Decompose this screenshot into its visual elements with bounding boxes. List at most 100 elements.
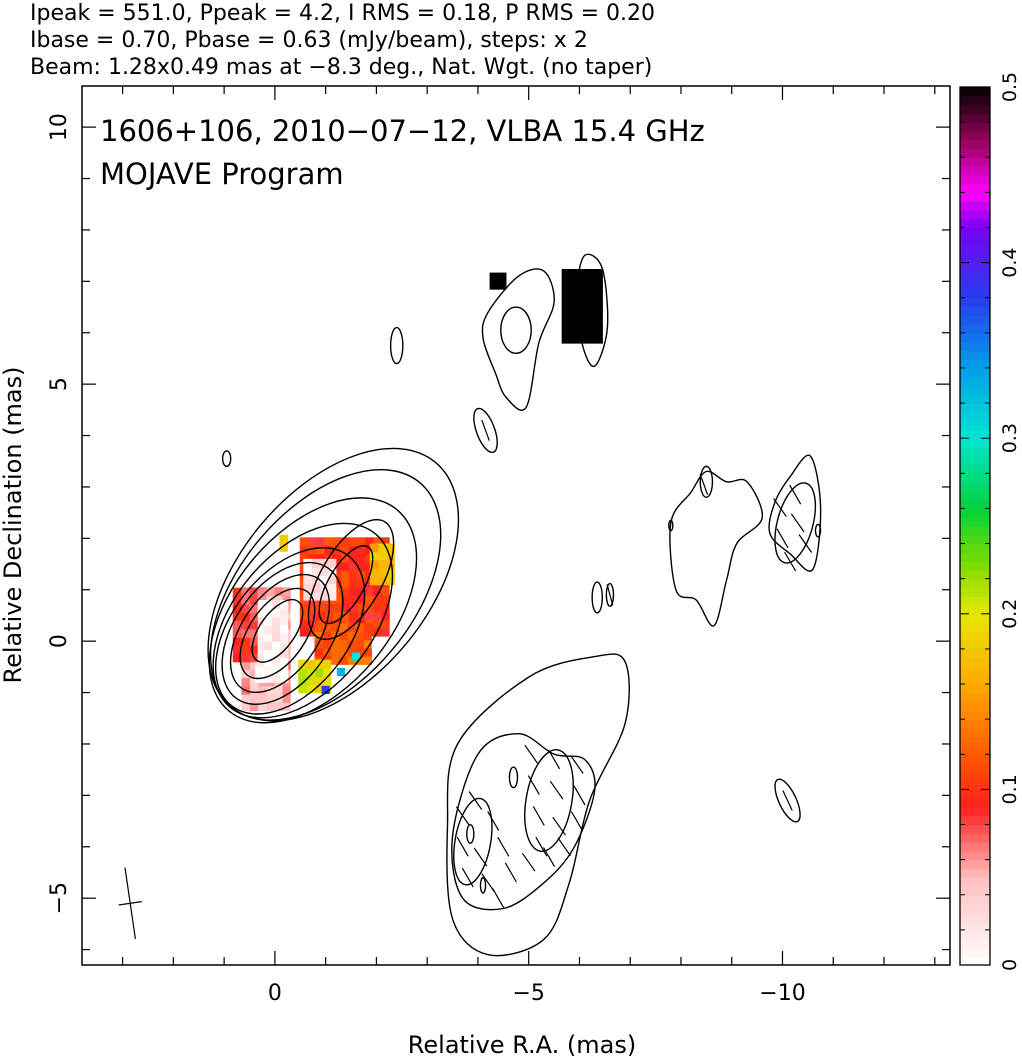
evpa-vector — [535, 836, 548, 857]
pol-pixel-jet — [330, 631, 340, 641]
pol-pixel-core — [263, 608, 272, 618]
colorbar-swatch — [960, 622, 990, 632]
pol-pixel-core — [257, 702, 267, 712]
pol-pixel-core — [282, 595, 291, 605]
pol-pixel-core — [271, 665, 281, 675]
colorbar-tick-label: 0.5 — [999, 72, 1021, 102]
pol-pixel-saturated — [577, 301, 587, 311]
pol-pixel-jet — [380, 619, 390, 629]
colorbar-swatch — [960, 508, 990, 518]
pol-pixel-jet — [348, 562, 358, 571]
colorbar-swatch — [960, 578, 990, 589]
pol-pixel-core — [255, 624, 264, 634]
pol-pixel-core — [279, 616, 289, 626]
colorbar-swatch — [960, 824, 990, 834]
pol-pixel-saturated — [561, 285, 571, 295]
colorbar-swatch — [960, 727, 990, 738]
western-small-contour — [774, 778, 801, 823]
pol-pixel-jet — [307, 545, 317, 555]
pol-pixel-core — [240, 587, 250, 597]
pol-pixel-saturated — [594, 277, 603, 287]
pol-pixel-jet — [356, 553, 366, 563]
colorbar-swatch — [960, 104, 990, 114]
colorbar — [960, 87, 990, 966]
colorbar-swatch — [960, 324, 990, 334]
pol-pixel-jet — [356, 545, 366, 555]
pol-pixel-jet — [364, 611, 374, 621]
pol-pixel-saturated — [586, 285, 595, 295]
pol-pixel-jet — [346, 647, 356, 657]
pol-pixel-jet — [355, 639, 364, 649]
colorbar-swatch — [960, 921, 990, 931]
southern-inner-left-contour — [453, 797, 493, 886]
pol-pixel-jet — [324, 545, 333, 555]
colorbar-swatch — [960, 253, 990, 264]
colorbar-swatch — [960, 201, 990, 211]
pol-pixel-saturated — [586, 310, 595, 319]
colorbar-swatch — [960, 306, 990, 316]
pol-pixel-jet — [364, 594, 374, 604]
pol-pixel-jet — [316, 603, 325, 612]
colorbar-swatch — [960, 139, 990, 150]
pol-pixel-high — [336, 667, 345, 677]
jet-knot-contour — [307, 518, 395, 641]
evpa-vector — [782, 790, 793, 811]
colorbar-swatch — [960, 271, 990, 281]
colorbar-swatch — [960, 166, 990, 176]
colorbar-swatch — [960, 719, 990, 729]
colorbar-swatch — [960, 209, 990, 220]
colorbar-tick-label: 0 — [999, 959, 1021, 971]
isolated-contour — [221, 450, 232, 468]
northern-component-inner-contour — [500, 306, 532, 354]
evpa-vector — [776, 528, 789, 549]
pol-pixel-saturated — [577, 326, 587, 336]
colorbar-swatch — [960, 262, 990, 272]
pol-pixel-saturated — [569, 334, 579, 344]
pol-pixel-jet — [298, 659, 307, 669]
pol-pixel-jet — [314, 684, 324, 694]
pol-pixel-saturated — [577, 334, 587, 344]
colorbar-swatch — [960, 367, 990, 378]
pol-pixel-core — [282, 587, 291, 596]
pol-pixel-jet — [363, 631, 372, 641]
colorbar-swatch — [960, 710, 990, 720]
pol-pixel-core — [255, 608, 264, 618]
southern-tiny-contour — [508, 766, 519, 789]
pol-pixel-jet — [340, 570, 350, 580]
pol-pixel-jet — [377, 543, 387, 553]
pol-pixel-core — [271, 608, 281, 618]
pol-pixel-jet — [356, 594, 366, 604]
pol-pixel-jet — [299, 619, 309, 629]
pol-pixel-jet — [322, 676, 332, 685]
pol-pixel-jet — [327, 583, 337, 593]
pol-pixel-jet — [332, 570, 341, 580]
pol-pixel-core — [263, 624, 272, 634]
pol-pixel-core — [273, 702, 283, 712]
colorbar-swatch — [960, 499, 990, 510]
pol-pixel-jet — [338, 647, 348, 657]
pol-pixel-saturated — [594, 310, 603, 319]
colorbar-swatch — [960, 130, 990, 141]
pol-pixel-jet — [303, 591, 313, 601]
pol-pixel-core — [263, 632, 272, 642]
colorbar-swatch — [960, 859, 990, 870]
evpa-vector — [461, 867, 474, 888]
northern-blob-contour — [576, 253, 609, 368]
pol-pixel-core — [249, 645, 258, 655]
pol-pixel-core — [249, 669, 259, 679]
pol-pixel-core — [265, 587, 275, 596]
pol-pixel-jet — [356, 562, 366, 571]
pol-pixel-saturated — [586, 301, 595, 311]
pol-pixel-core — [279, 674, 289, 683]
pol-pixel-core — [249, 604, 258, 613]
pol-pixel-saturated — [561, 293, 571, 303]
pol-pixel-jet — [307, 603, 317, 612]
pol-pixel-jet — [372, 586, 382, 596]
pol-pixel-saturated — [577, 277, 587, 287]
pol-pixel-jet — [372, 611, 382, 621]
evpa-vector — [542, 847, 556, 867]
pol-pixel-saturated — [497, 280, 507, 290]
pol-pixel-jet — [299, 553, 309, 563]
colorbar-swatch — [960, 648, 990, 659]
